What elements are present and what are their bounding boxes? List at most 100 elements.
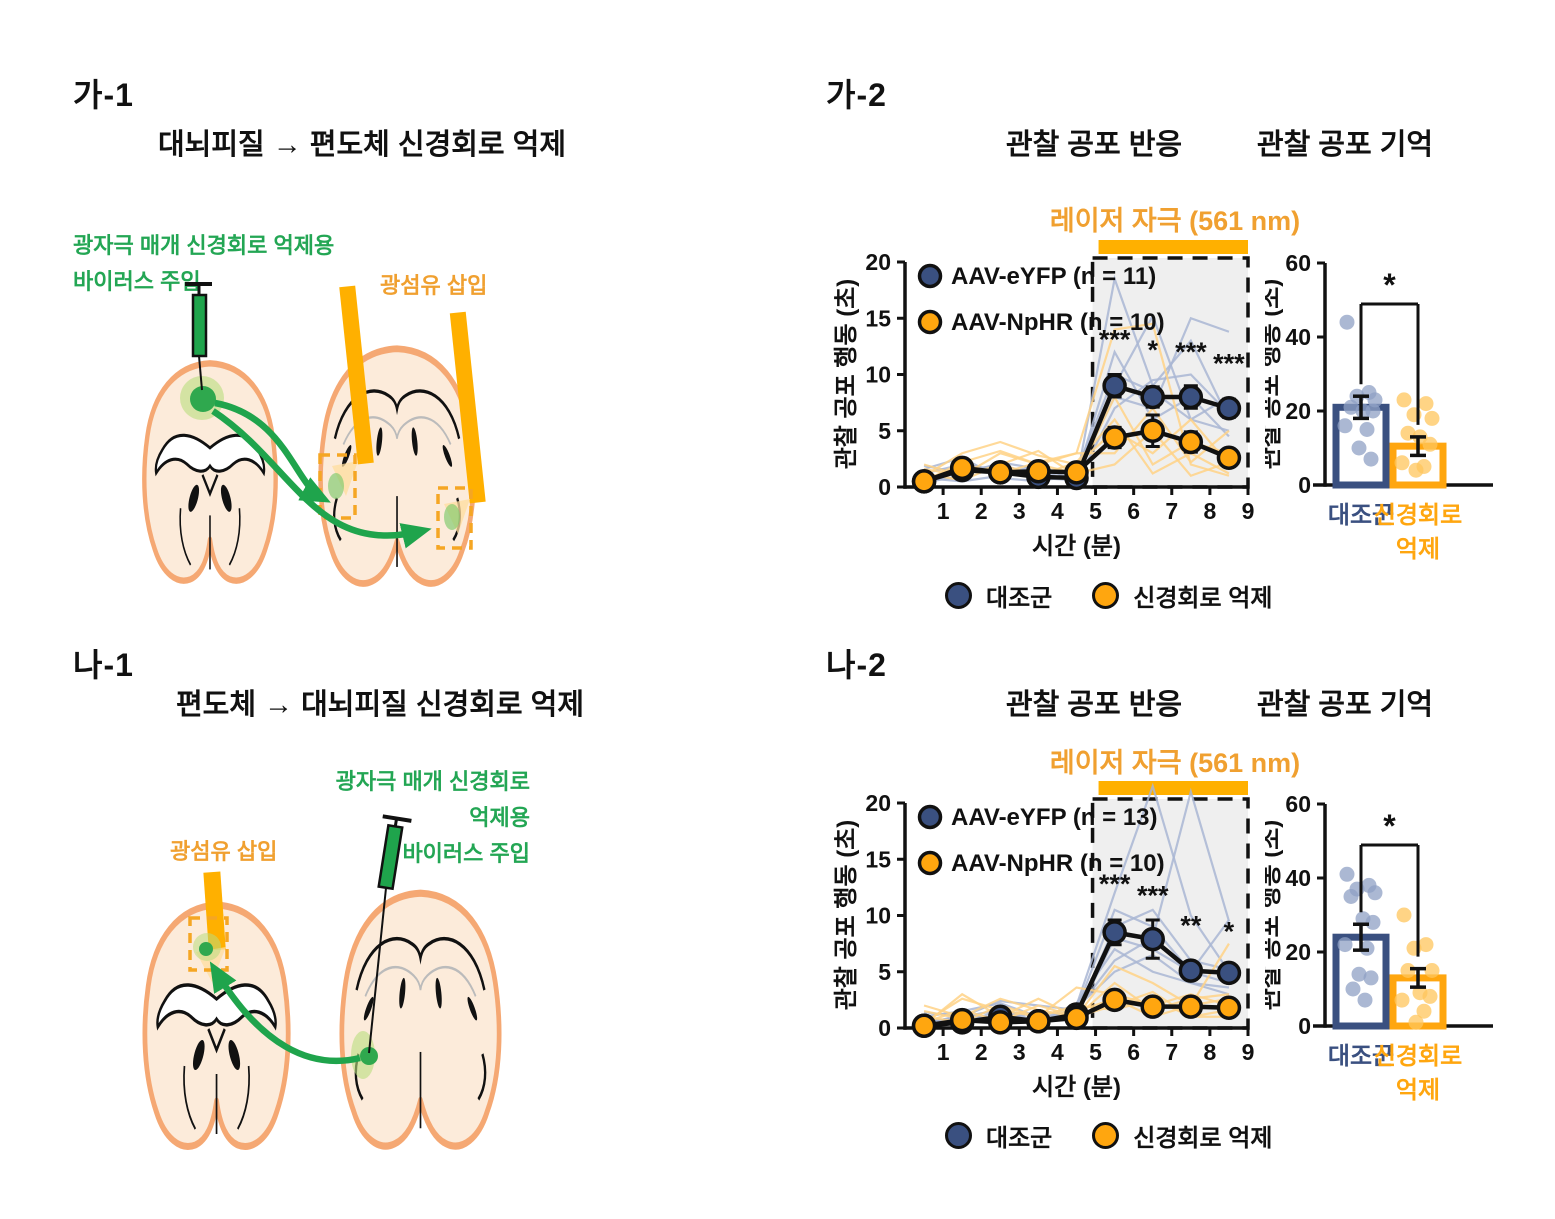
svg-text:60: 60 [1285,791,1311,817]
svg-text:20: 20 [865,249,891,275]
laser-bar [1098,781,1248,795]
svg-text:4: 4 [1051,1039,1064,1065]
fiber-label-na1: 광섬유 삽입 [170,839,278,864]
inhibition-legend-label: 신경회로 억제 [1133,1125,1273,1152]
svg-text:**: ** [1180,911,1202,941]
svg-text:5: 5 [1089,498,1102,524]
svg-text:1: 1 [937,1039,950,1065]
svg-text:4: 4 [1051,498,1064,524]
legend-na2: 대조군 신경회로 억제 [945,1118,1298,1153]
svg-text:대조군: 대조군 [1328,1043,1394,1070]
virus-label-line1: 광자극 매개 신경회로 억제용 [335,769,530,830]
laser-label-wavelength: (561 nm) [1189,206,1301,236]
svg-text:7: 7 [1165,1039,1178,1065]
control-legend-label: 대조군 [986,585,1053,612]
optic-fiber-left [339,285,374,465]
svg-text:10: 10 [865,903,891,929]
diagram-title-na1: 편도체 → 대뇌피질 신경회로 억제 [175,689,585,721]
projection-arrow [209,961,361,1065]
svg-text:40: 40 [1285,324,1311,350]
svg-text:대조군: 대조군 [1328,502,1394,529]
in-plot-legend: AAV-eYFP (n = 13) AAV-NpHR (n = 10) [917,804,1165,877]
expression-site [328,473,344,499]
svg-text:20: 20 [865,790,891,816]
svg-text:*: * [1224,916,1235,946]
svg-text:*: * [1383,808,1396,844]
laser-label-wavelength: (561 nm) [1189,748,1301,778]
syringe-icon [185,282,212,391]
projection-arrow-1 [214,399,331,503]
svg-text:7: 7 [1165,498,1178,524]
error-bars [1353,394,1426,458]
svg-text:0: 0 [878,474,891,500]
inhibition-legend-dot [1092,582,1120,609]
error-bars [1353,922,1426,989]
laser-label-na2: 레이저 자극 (561 nm) [975,741,1375,780]
svg-text:3: 3 [1013,1039,1026,1065]
virus-injection-label-ga1: 광자극 매개 신경회로 억제용 바이러스 주입 [73,228,334,300]
svg-text:20: 20 [1285,398,1311,424]
svg-text:0: 0 [1298,1013,1311,1039]
svg-text:6: 6 [1127,1039,1140,1065]
injection-site [360,1047,378,1065]
svg-text:관찰 공포 행동 (초): 관찰 공포 행동 (초) [1265,279,1284,470]
svg-text:9: 9 [1242,1039,1255,1065]
optic-fiber [203,871,226,951]
diagram-ga1-cortex-to-amygdala [60,282,486,650]
svg-text:시간 (분): 시간 (분) [1032,533,1121,560]
laser-label-text: 레이저 자극 [1049,206,1190,236]
svg-text:관찰 공포 행동 (초): 관찰 공포 행동 (초) [833,820,860,1011]
virus-label-line2: 바이러스 주입 [402,841,530,866]
syringe-icon [368,814,412,1054]
svg-text:15: 15 [865,846,891,872]
svg-text:***: *** [1175,337,1207,367]
svg-text:6: 6 [1127,498,1140,524]
svg-text:억제: 억제 [1396,1077,1440,1104]
svg-text:0: 0 [1298,472,1311,498]
svg-text:5: 5 [878,959,891,985]
significance-bracket: * [1359,808,1420,957]
panel-label-na1: 나-1 [73,647,134,683]
control-legend-dot [945,1122,972,1149]
svg-text:관찰 공포 행동 (초): 관찰 공포 행동 (초) [833,279,860,470]
svg-text:2: 2 [975,498,988,524]
significance-marks: *** ***** * [1099,869,1235,946]
svg-text:*: * [1147,335,1158,365]
svg-text:5: 5 [1089,1039,1102,1065]
amygdala-target-box-left [318,453,357,520]
series [911,413,1242,494]
laser-label-text: 레이저 자극 [1049,748,1190,778]
panel-label-na2: 나-2 [826,647,887,683]
svg-text:5: 5 [878,418,891,444]
virus-label-line1: 광자극 매개 신경회로 억제용 [73,233,335,258]
laser-label-ga2: 레이저 자극 (561 nm) [975,199,1375,238]
svg-text:9: 9 [1242,498,1255,524]
significance-marks: *** * *** *** [1099,325,1245,379]
control-legend-dot [945,582,972,609]
svg-text:관찰 공포 행동 (초): 관찰 공포 행동 (초) [1265,820,1284,1011]
svg-text:시간 (분): 시간 (분) [1032,1074,1121,1101]
legend-ga2: 대조군 신경회로 억제 [945,578,1298,613]
amygdala-target-box-right [436,486,473,550]
svg-text:10: 10 [865,362,891,388]
virus-injection-label-na1: 광자극 매개 신경회로 억제용 바이러스 주입 [313,764,530,872]
svg-text:0: 0 [878,1015,891,1041]
diagram-na1-amygdala-to-cortex [60,814,780,1180]
svg-text:15: 15 [865,305,891,331]
svg-text:AAV-eYFP (n = 13): AAV-eYFP (n = 13) [951,804,1158,831]
fiber-light-cone [332,461,358,496]
control-legend-label: 대조군 [986,1125,1053,1152]
series [911,987,1242,1038]
diagram-title-ga1: 대뇌피질 → 편도체 신경회로 억제 [157,129,567,161]
svg-text:1: 1 [937,498,950,524]
virus-label-line2: 바이러스 주입 [73,269,201,294]
svg-text:***: *** [1099,325,1131,355]
fiber-label-ga1: 광섬유 삽입 [380,273,488,298]
